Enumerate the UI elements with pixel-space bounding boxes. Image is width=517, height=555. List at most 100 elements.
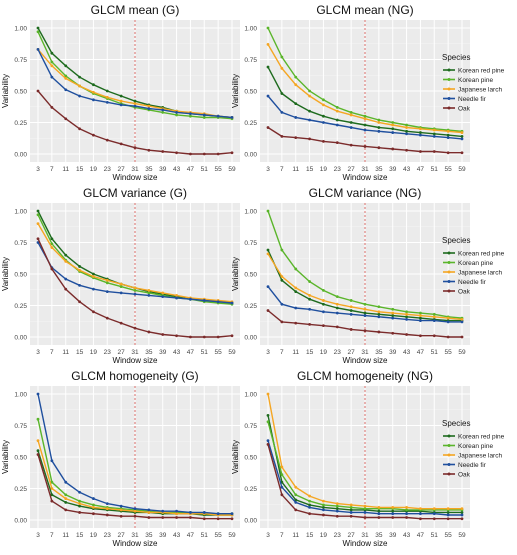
data-point	[419, 334, 422, 338]
data-point	[419, 517, 422, 521]
x-tick-label: 43	[173, 166, 181, 173]
x-tick-label: 23	[334, 532, 342, 539]
data-point	[202, 152, 206, 156]
data-point	[460, 517, 464, 521]
legend-swatch-point	[447, 97, 451, 100]
data-point	[322, 513, 325, 517]
data-point	[391, 123, 395, 127]
y-tick-label: 0.00	[14, 518, 27, 525]
data-point	[280, 92, 284, 95]
y-tick-label: 0.50	[244, 89, 257, 96]
legend-label: Needle fir	[458, 279, 487, 286]
data-point	[64, 74, 68, 78]
x-tick-label: 15	[306, 166, 314, 173]
data-point	[405, 333, 408, 336]
data-point	[189, 516, 192, 519]
y-tick-label: 0.25	[244, 120, 257, 127]
x-tick-label: 15	[76, 349, 84, 356]
y-tick-label: 0.00	[244, 152, 257, 159]
data-point	[266, 209, 270, 213]
data-point	[405, 148, 408, 152]
data-point	[322, 499, 325, 503]
data-point	[78, 504, 81, 508]
legend: Species Korean red pine Korean pine Japanes…	[442, 419, 505, 478]
data-point	[308, 109, 311, 113]
data-point	[92, 133, 95, 137]
chart-panel: GLCM variance (G) 0.00 0.25 0.50 0.75 1.00 3 7 1…	[1, 186, 240, 365]
x-tick-label: 35	[145, 532, 153, 539]
x-tick-label: 43	[403, 349, 411, 356]
legend-title: Species	[442, 236, 470, 245]
data-point	[294, 136, 298, 140]
x-tick-label: 39	[159, 532, 167, 539]
data-point	[349, 121, 353, 124]
y-axis-title: Variability	[1, 257, 10, 291]
data-point	[147, 330, 151, 334]
data-point	[460, 317, 464, 321]
data-point	[64, 287, 68, 291]
x-tick-label: 35	[375, 166, 383, 173]
data-point	[50, 51, 54, 55]
chart-title: GLCM variance (G)	[83, 186, 187, 200]
data-point	[405, 126, 408, 129]
x-tick-label: 23	[334, 166, 342, 173]
y-tick-label: 0.25	[244, 486, 257, 493]
data-point	[50, 237, 54, 241]
x-tick-label: 7	[280, 166, 284, 173]
legend-title: Species	[442, 53, 470, 62]
data-point	[92, 275, 95, 278]
data-point	[161, 333, 165, 336]
data-point	[377, 516, 381, 519]
legend-swatch-point	[447, 463, 451, 466]
x-tick-label: 43	[173, 349, 181, 356]
data-point	[133, 286, 137, 290]
data-point	[175, 294, 178, 297]
data-point	[105, 290, 109, 294]
y-axis-title: Variability	[231, 257, 240, 291]
data-point	[216, 300, 220, 304]
x-tick-label: 7	[280, 349, 284, 356]
x-tick-label: 19	[90, 166, 98, 173]
legend-swatch-point	[447, 251, 451, 255]
data-point	[78, 283, 81, 287]
x-tick-label: 47	[187, 349, 195, 356]
x-tick-label: 31	[131, 532, 139, 539]
chart-panel: GLCM variance (NG) 0.00 0.25 0.50 0.75 1.00 3 7…	[231, 186, 470, 365]
x-tick-label: 59	[228, 349, 236, 356]
data-point	[119, 504, 123, 508]
x-tick-label: 3	[266, 166, 270, 173]
data-point	[202, 113, 206, 117]
data-point	[405, 310, 408, 314]
data-point	[119, 103, 123, 107]
data-point	[349, 511, 353, 514]
data-point	[202, 116, 206, 119]
data-point	[391, 331, 395, 335]
data-point	[377, 121, 381, 124]
x-tick-label: 15	[306, 349, 314, 356]
data-point	[105, 89, 109, 93]
data-point	[349, 508, 353, 512]
y-tick-label: 0.75	[14, 240, 27, 247]
legend-title: Species	[442, 419, 470, 428]
data-point	[105, 507, 109, 511]
data-point	[419, 507, 422, 511]
data-point	[419, 133, 422, 137]
x-tick-label: 11	[62, 166, 69, 173]
data-point	[335, 504, 339, 508]
data-point	[266, 439, 270, 443]
data-point	[92, 287, 95, 291]
data-point	[294, 286, 298, 290]
y-tick-label: 0.75	[244, 423, 257, 430]
y-axis-title: Variability	[231, 74, 240, 108]
data-point	[175, 296, 178, 300]
legend-label: Korean pine	[458, 443, 493, 450]
data-point	[363, 507, 367, 511]
data-point	[432, 319, 436, 323]
data-point	[294, 75, 298, 79]
data-point	[377, 310, 381, 314]
data-point	[133, 292, 137, 296]
data-point	[446, 136, 450, 140]
legend-swatch-point	[447, 261, 451, 264]
data-point	[363, 504, 367, 508]
